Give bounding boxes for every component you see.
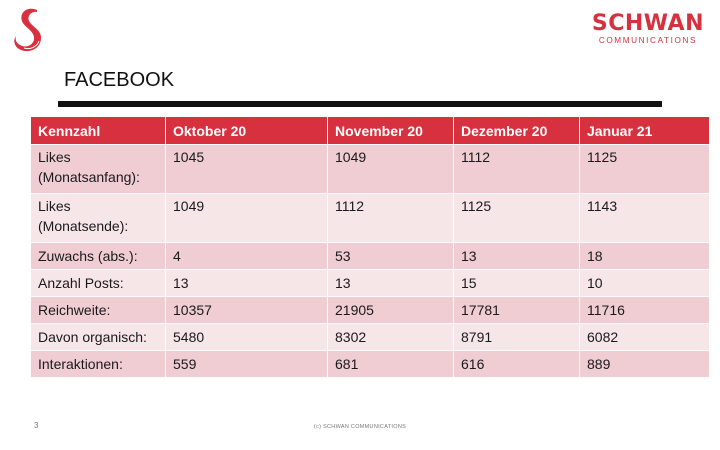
swan-logo-icon — [14, 8, 42, 52]
table-cell: 10 — [580, 270, 709, 297]
footer-text: (c) SCHWAN COMMUNICATIONS — [313, 424, 407, 430]
slide-title: FACEBOOK — [64, 69, 175, 91]
row-label: Likes (Monatsanfang): — [31, 145, 166, 194]
table-header-row: Kennzahl Oktober 20 November 20 Dezember… — [31, 117, 709, 145]
table-cell: 10357 — [166, 297, 328, 324]
table-cell: 15 — [454, 270, 580, 297]
table-cell: 1125 — [580, 145, 709, 194]
table-row: Zuwachs (abs.): 4 53 13 18 — [31, 243, 709, 270]
table-row: Interaktionen: 559 681 616 889 — [31, 351, 709, 378]
table-row: Likes (Monatsanfang): 1045 1049 1112 112… — [31, 145, 709, 194]
brand-name: SCHWAN — [591, 11, 704, 36]
row-label: Zuwachs (abs.): — [31, 243, 166, 270]
row-label: Anzahl Posts: — [31, 270, 166, 297]
table-row: Reichweite: 10357 21905 17781 11716 — [31, 297, 709, 324]
table-cell: 889 — [580, 351, 709, 378]
table-cell: 8302 — [328, 324, 454, 351]
row-label: Likes (Monatsende): — [31, 194, 166, 243]
row-label: Interaktionen: — [31, 351, 166, 378]
table-cell: 1112 — [328, 194, 454, 243]
table-cell: 1112 — [454, 145, 580, 194]
table-cell: 18 — [580, 243, 709, 270]
table-row: Anzahl Posts: 13 13 15 10 — [31, 270, 709, 297]
table-cell: 4 — [166, 243, 328, 270]
header-cell: Kennzahl — [31, 117, 166, 145]
table-cell: 559 — [166, 351, 328, 378]
table-cell: 13 — [454, 243, 580, 270]
title-underline — [58, 101, 662, 107]
header-cell: November 20 — [328, 117, 454, 145]
table-cell: 5480 — [166, 324, 328, 351]
table-cell: 1049 — [328, 145, 454, 194]
table-cell: 8791 — [454, 324, 580, 351]
table-cell: 13 — [328, 270, 454, 297]
table-cell: 6082 — [580, 324, 709, 351]
table-cell: 17781 — [454, 297, 580, 324]
brand-logo: SCHWAN COMMUNICATIONS — [592, 12, 704, 46]
table-cell: 13 — [166, 270, 328, 297]
table-cell: 681 — [328, 351, 454, 378]
table-cell: 21905 — [328, 297, 454, 324]
table-cell: 1045 — [166, 145, 328, 194]
page-number: 3 — [34, 421, 39, 430]
table-cell: 11716 — [580, 297, 709, 324]
row-label: Davon organisch: — [31, 324, 166, 351]
table-cell: 1125 — [454, 194, 580, 243]
table-row: Davon organisch: 5480 8302 8791 6082 — [31, 324, 709, 351]
table-cell: 53 — [328, 243, 454, 270]
table-cell: 1049 — [166, 194, 328, 243]
header-cell: Oktober 20 — [166, 117, 328, 145]
row-label: Reichweite: — [31, 297, 166, 324]
table-cell: 1143 — [580, 194, 709, 243]
header-cell: Dezember 20 — [454, 117, 580, 145]
metrics-table: Kennzahl Oktober 20 November 20 Dezember… — [31, 117, 709, 378]
header-cell: Januar 21 — [580, 117, 709, 145]
brand-subtitle: COMMUNICATIONS — [598, 36, 698, 45]
table-row: Likes (Monatsende): 1049 1112 1125 1143 — [31, 194, 709, 243]
table-cell: 616 — [454, 351, 580, 378]
